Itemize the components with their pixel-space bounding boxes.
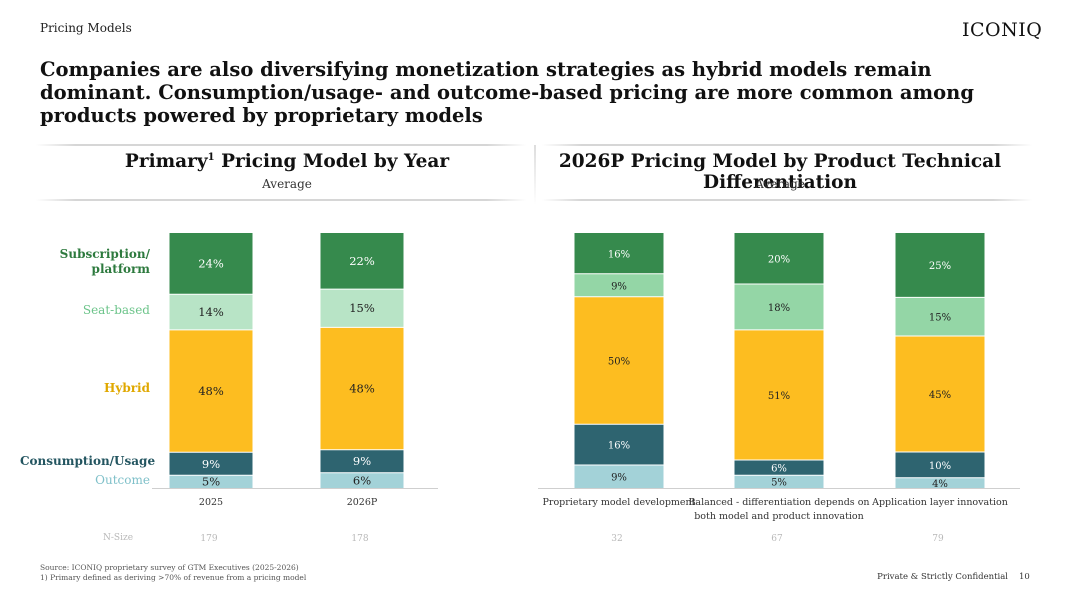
data-label-1-0-hybrid: 50% <box>608 357 630 368</box>
bar-segment-1-1-seat-based <box>734 284 824 330</box>
bar-segment-0-0-hybrid <box>169 329 253 453</box>
bar-segment-1-2-subscription-platform <box>895 233 985 298</box>
bar-segment-0-0-seat-based <box>169 294 253 330</box>
left-panel-title-footnote-ref: 1 <box>207 151 215 163</box>
bar-segment-1-2-hybrid <box>895 336 985 452</box>
bar-segment-1-0-consumption-usage <box>574 424 664 466</box>
data-label-1-2-outcome: 4% <box>932 479 948 490</box>
bar-segment-1-0-seat-based <box>574 273 664 297</box>
right-panel-title: 2026P Pricing Model by Product Technical… <box>558 151 1002 193</box>
category-label-0-0: 2025 <box>199 497 223 508</box>
bar-segment-1-1-outcome <box>734 475 824 488</box>
data-label-1-1-consumption-usage: 6% <box>771 464 787 475</box>
page-headline: Companies are also diversifying monetiza… <box>40 58 974 127</box>
page-number: 10 <box>1019 572 1030 582</box>
nsize-value-1-1: 67 <box>771 534 783 544</box>
left-panel-title: Primary1 Pricing Model by Year <box>36 151 538 172</box>
bar-segment-0-1-seat-based <box>320 289 404 328</box>
legend-consumption-usage: Consumption/Usage <box>20 454 156 468</box>
nsize-label: N-Size <box>103 533 134 543</box>
legend-outcome: Outcome <box>95 473 150 487</box>
section-title: Pricing Models <box>40 21 132 35</box>
left-panel-bottom-rule <box>36 199 526 201</box>
data-label-0-1-subscription-platform: 22% <box>349 254 375 268</box>
category-label-1-0: Proprietary model development <box>543 497 696 508</box>
data-label-1-0-subscription-platform: 16% <box>608 249 630 260</box>
bar-segment-0-1-outcome <box>320 472 404 488</box>
nsize-value-1-0: 32 <box>611 534 622 544</box>
bar-segment-0-1-consumption-usage <box>320 449 404 473</box>
data-label-0-1-outcome: 6% <box>353 473 371 487</box>
data-label-1-1-outcome: 5% <box>771 478 787 489</box>
left-panel-title-main: Primary <box>124 151 208 172</box>
data-label-0-0-subscription-platform: 24% <box>198 257 224 271</box>
data-label-0-0-outcome: 5% <box>202 475 220 489</box>
bar-segment-1-0-outcome <box>574 465 664 488</box>
category-label-1-1: Balanced - differentiation depends on <box>688 497 869 508</box>
data-label-1-2-consumption-usage: 10% <box>929 461 951 472</box>
source-note: Source: ICONIQ proprietary survey of GTM… <box>40 563 299 572</box>
data-label-1-2-subscription-platform: 25% <box>929 261 951 272</box>
data-label-0-0-seat-based: 14% <box>198 305 224 319</box>
data-label-1-0-outcome: 9% <box>611 473 627 484</box>
bar-segment-0-0-subscription-platform <box>169 233 253 295</box>
nsize-value-0-1: 178 <box>351 534 368 544</box>
data-label-0-1-seat-based: 15% <box>349 301 375 315</box>
nsize-value-0-0: 179 <box>200 534 217 544</box>
data-label-1-0-seat-based: 9% <box>611 281 627 292</box>
data-label-1-2-hybrid: 45% <box>929 390 951 401</box>
bar-segment-0-1-subscription-platform <box>320 233 404 290</box>
data-label-1-1-subscription-platform: 20% <box>768 255 790 266</box>
bar-segment-1-2-consumption-usage <box>895 451 985 478</box>
footnote-1: 1) Primary defined as deriving >70% of r… <box>40 573 307 582</box>
bar-segment-1-1-subscription-platform <box>734 233 824 284</box>
data-label-0-0-hybrid: 48% <box>198 384 224 398</box>
bar-segment-1-2-outcome <box>895 477 985 488</box>
data-label-0-0-consumption-usage: 9% <box>202 457 220 471</box>
category-label-1-1-line2: both model and product innovation <box>694 511 864 522</box>
data-label-0-1-hybrid: 48% <box>349 382 375 396</box>
data-label-1-2-seat-based: 15% <box>929 313 951 324</box>
right-panel-subtitle: Average <box>755 177 805 191</box>
bar-segment-1-0-subscription-platform <box>574 233 664 274</box>
legend-seat-based: Seat-based <box>82 303 150 317</box>
nsize-value-1-2: 79 <box>932 534 944 544</box>
data-label-1-1-hybrid: 51% <box>768 391 790 402</box>
panel-divider <box>534 145 536 205</box>
bar-segment-1-0-hybrid <box>574 296 664 425</box>
left-panel-title-rest: Pricing Model by Year <box>214 151 450 172</box>
bar-segment-1-2-seat-based <box>895 297 985 337</box>
bar-segment-0-1-hybrid <box>320 327 404 450</box>
right-panel-bottom-rule <box>542 199 1032 201</box>
bar-segment-1-1-consumption-usage <box>734 459 824 476</box>
data-label-1-0-consumption-usage: 16% <box>608 441 630 452</box>
right-panel-top-rule <box>542 144 1032 146</box>
category-label-0-1: 2026P <box>347 497 378 508</box>
category-label-1-2: Application layer innovation <box>871 497 1008 508</box>
brand-logo: ICONIQ <box>962 19 1043 41</box>
bar-segment-0-0-outcome <box>169 475 253 488</box>
confidential-label: Private & Strictly Confidential <box>877 572 1008 582</box>
left-panel-top-rule <box>36 144 526 146</box>
bar-segment-1-1-hybrid <box>734 329 824 460</box>
legend-hybrid: Hybrid <box>104 381 150 395</box>
bar-segment-0-0-consumption-usage <box>169 452 253 476</box>
legend-subscription: Subscription/ platform <box>59 247 150 276</box>
data-label-0-1-consumption-usage: 9% <box>353 454 371 468</box>
left-panel-subtitle: Average <box>262 177 312 191</box>
data-label-1-1-seat-based: 18% <box>768 303 790 314</box>
